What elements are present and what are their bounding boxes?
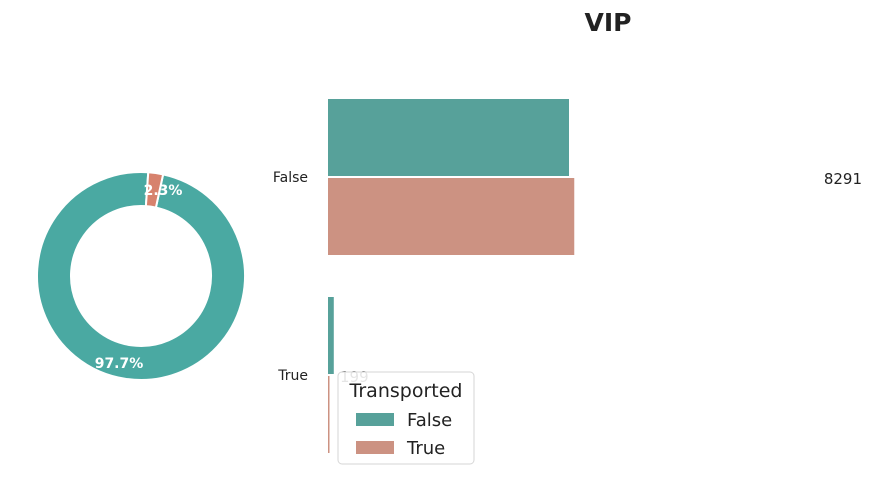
bar-true-false [328, 297, 334, 374]
chart-title: VIP [585, 8, 632, 37]
legend-label-true: True [406, 438, 445, 459]
donut-slice-false [36, 171, 246, 381]
legend-label-false: False [407, 410, 452, 431]
legend: Transported False True [337, 371, 475, 465]
value-label-false: 8291 [824, 170, 862, 188]
donut-chart: 97.7% 2.3% [36, 171, 246, 381]
legend-swatch-false [356, 413, 394, 426]
category-label-false: False [273, 170, 308, 186]
donut-slice-true [144, 171, 165, 209]
bar-false-true [328, 178, 575, 255]
bar-chart: FalseTrue8291199 [273, 99, 862, 453]
category-label-true: True [277, 368, 308, 384]
legend-title: Transported [349, 380, 463, 402]
bar-true-true [328, 376, 330, 453]
donut-label-false: 97.7% [95, 356, 144, 372]
legend-swatch-true [356, 441, 394, 454]
donut-label-true: 2.3% [144, 183, 183, 199]
bar-false-false [328, 99, 569, 176]
